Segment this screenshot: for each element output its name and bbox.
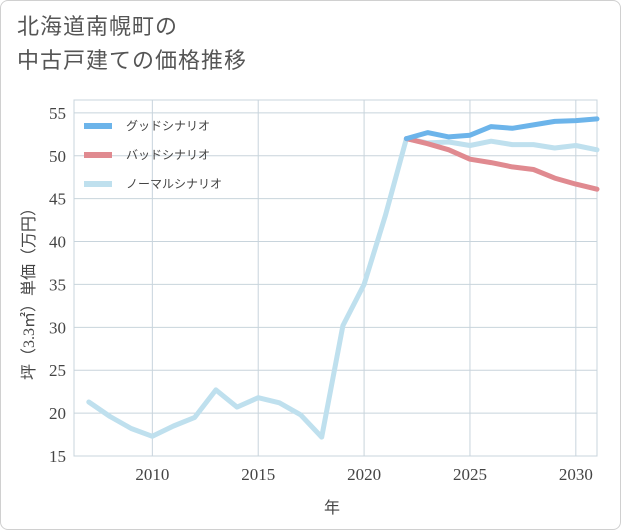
x-tick-label: 2015: [241, 465, 275, 484]
y-tick-label: 55: [49, 104, 66, 123]
legend-label: バッドシナリオ: [126, 148, 210, 162]
y-tick-label: 35: [49, 275, 66, 294]
chart-title-line-1: 北海道南幌町の: [17, 15, 179, 40]
y-tick-label: 25: [49, 361, 66, 380]
y-tick-label: 45: [49, 190, 66, 209]
y-axis-label: 坪（3.3㎡）単価（万円）: [20, 200, 38, 380]
legend-label: ノーマルシナリオ: [126, 177, 222, 191]
series-line-0: [403, 116, 600, 142]
legend-label: グッドシナリオ: [126, 119, 210, 133]
x-tick-label: 2025: [453, 465, 487, 484]
x-tick-label: 2010: [135, 465, 169, 484]
x-axis-label: 年: [324, 499, 340, 517]
x-tick-label: 2030: [559, 465, 593, 484]
chart-title: 北海道南幌町の 中古戸建ての価格推移: [17, 11, 247, 79]
y-tick-label: 20: [49, 404, 66, 423]
series-lines: [86, 116, 600, 440]
y-tick-label: 40: [49, 233, 66, 252]
y-tick-label: 30: [49, 318, 66, 337]
y-tick-label: 15: [49, 447, 66, 466]
grid: [73, 99, 598, 457]
x-tick-label: 2020: [347, 465, 381, 484]
y-tick-label: 50: [49, 147, 66, 166]
series-line-2: [86, 136, 600, 440]
series-line-1: [403, 136, 600, 192]
chart-title-line-2: 中古戸建ての価格推移: [17, 49, 248, 74]
